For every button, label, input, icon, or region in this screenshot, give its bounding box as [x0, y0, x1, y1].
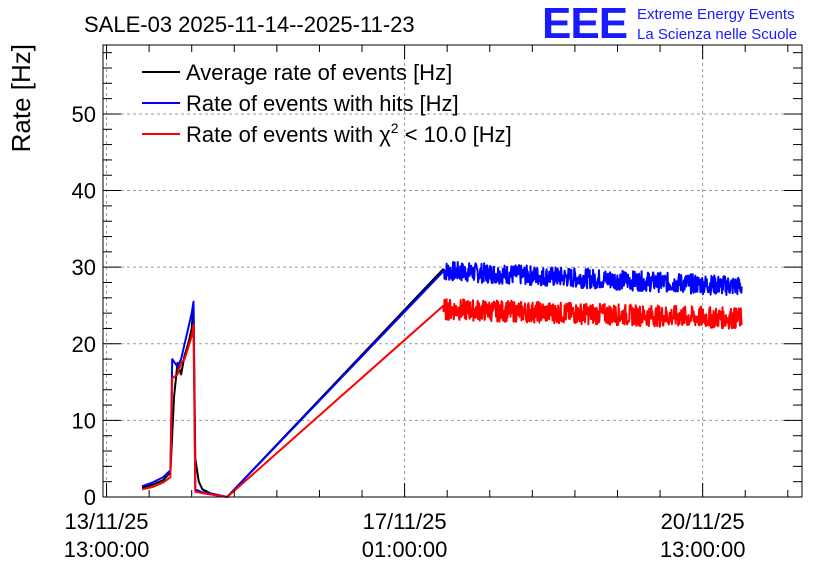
x-tick-label-date: 17/11/25 — [363, 509, 447, 534]
logo-line1: Extreme Energy Events — [637, 6, 795, 23]
series-layer — [141, 261, 743, 498]
series-chi2-line — [141, 298, 743, 498]
series-hits-line — [141, 261, 743, 498]
legend: Average rate of events [Hz] Rate of even… — [142, 60, 512, 147]
legend-chi2-symbol: χ — [379, 122, 391, 147]
y-tick-label: 50 — [72, 102, 96, 127]
legend-chi2-suffix: < 10.0 [Hz] — [399, 122, 512, 147]
chart-title: SALE-03 2025-11-14--2025-11-23 — [84, 12, 415, 37]
legend-label-average: Average rate of events [Hz] — [186, 60, 452, 85]
y-tick-label: 30 — [72, 255, 96, 280]
legend-label-hits: Rate of events with hits [Hz] — [186, 91, 459, 116]
y-tick-label: 20 — [72, 332, 96, 357]
legend-chi2-sup: 2 — [391, 120, 399, 136]
legend-chi2-prefix: Rate of events with — [186, 122, 379, 147]
x-tick-label-time: 13:00:00 — [64, 537, 150, 562]
axis-ticks — [103, 45, 802, 498]
y-tick-label: 40 — [72, 179, 96, 204]
x-tick-label-date: 13/11/25 — [65, 509, 149, 534]
plot-frame — [102, 44, 803, 498]
x-tick-label-time: 13:00:00 — [660, 537, 746, 562]
y-tick-label: 0 — [84, 485, 96, 510]
logo-mark: EEE — [542, 0, 627, 48]
logo-line2: La Scienza nelle Scuole — [637, 26, 797, 43]
legend-label-chi2: Rate of events with χ2 < 10.0 [Hz] — [186, 120, 512, 147]
y-tick-labels: 0 10 20 30 40 50 — [72, 102, 96, 510]
y-axis-label: Rate [Hz] — [6, 44, 36, 152]
x-tick-label-time: 01:00:00 — [362, 537, 448, 562]
eee-logo: EEE Extreme Energy Events La Scienza nel… — [542, 0, 797, 48]
y-tick-label: 10 — [72, 408, 96, 433]
series-average-line — [141, 268, 445, 498]
x-tick-label-date: 20/11/25 — [661, 509, 745, 534]
x-tick-labels: 13/11/25 13:00:00 17/11/25 01:00:00 20/11/25… — [64, 509, 746, 562]
